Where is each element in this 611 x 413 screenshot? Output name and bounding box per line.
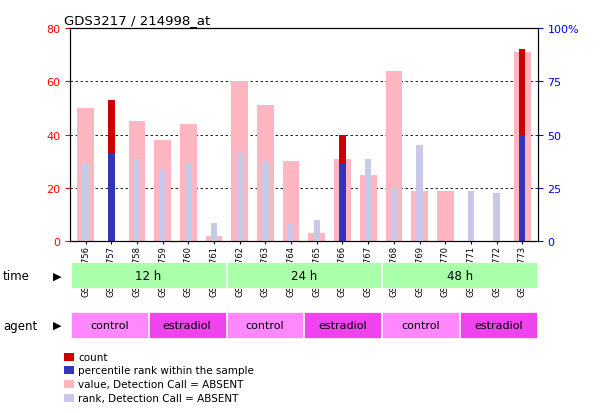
Text: GDS3217 / 214998_at: GDS3217 / 214998_at [64,14,210,27]
Bar [288,223,295,242]
Text: agent: agent [3,319,37,332]
Bar [519,135,525,242]
Bar [180,125,197,242]
Text: percentile rank within the sample: percentile rank within the sample [78,366,254,375]
Text: control: control [401,320,440,330]
Bar [283,162,299,242]
Bar [313,221,320,242]
Bar [71,263,225,289]
Bar [365,159,371,242]
Text: value, Detection Call = ABSENT: value, Detection Call = ABSENT [78,379,244,389]
Bar [514,53,530,242]
Bar [382,312,459,338]
Bar [339,164,346,242]
Text: 12 h: 12 h [135,269,161,282]
Bar [211,223,218,242]
Bar [360,175,376,242]
Text: control: control [246,320,284,330]
Bar [339,135,346,242]
Bar [108,101,115,242]
Bar [185,164,192,242]
Text: time: time [3,269,30,282]
Bar [411,191,428,242]
Text: 24 h: 24 h [291,269,317,282]
Bar [262,162,269,242]
Bar [134,159,141,242]
Text: estradiol: estradiol [474,320,523,330]
Bar [155,140,171,242]
Bar [148,312,225,338]
Text: estradiol: estradiol [163,320,211,330]
Bar [227,312,304,338]
Bar [519,50,525,242]
Bar [159,170,166,242]
Bar [71,312,148,338]
Bar [108,154,115,242]
Bar [232,82,248,242]
Text: count: count [78,352,108,362]
Text: 48 h: 48 h [447,269,473,282]
Bar [460,312,537,338]
Bar [206,236,222,242]
Bar [386,71,402,242]
Bar [437,191,453,242]
Bar [236,154,243,242]
Bar [304,312,381,338]
Bar [82,164,89,242]
Bar [257,106,274,242]
Bar [309,234,325,242]
Bar [129,122,145,242]
Bar [493,194,500,242]
Bar [78,109,94,242]
Text: ▶: ▶ [53,271,61,281]
Bar [334,159,351,242]
Bar [382,263,537,289]
Bar [467,191,474,242]
Bar [416,146,423,242]
Text: control: control [90,320,128,330]
Text: ▶: ▶ [53,320,61,330]
Bar [227,263,381,289]
Text: rank, Detection Call = ABSENT: rank, Detection Call = ABSENT [78,393,238,403]
Bar [390,188,397,242]
Text: estradiol: estradiol [318,320,367,330]
